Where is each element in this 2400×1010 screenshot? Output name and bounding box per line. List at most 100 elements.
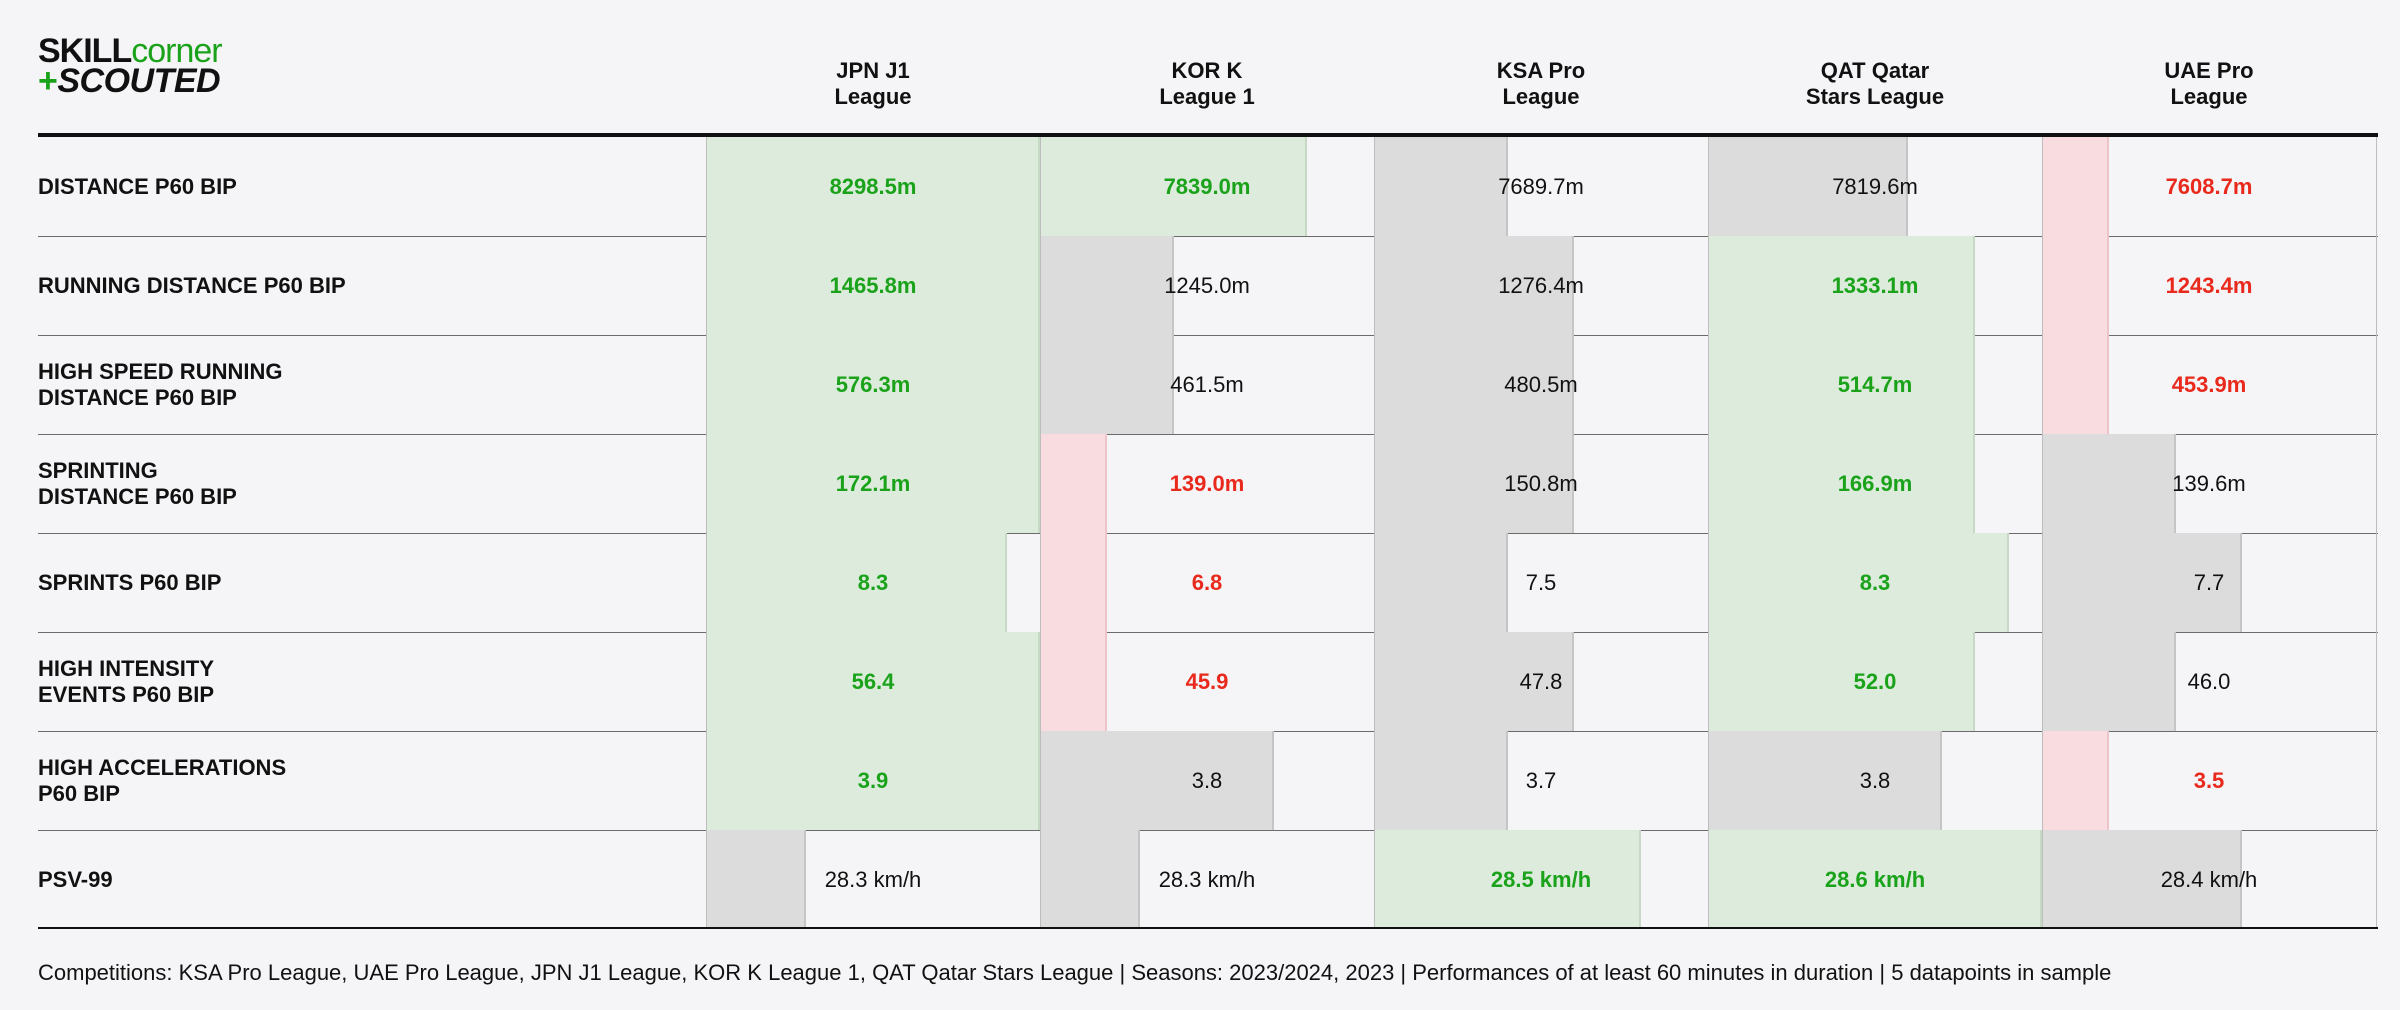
value-bar (1040, 137, 1307, 236)
cell-value: 7.5 (1525, 569, 1557, 595)
column-header-line: KSA Pro (1496, 58, 1586, 83)
footnote: Competitions: KSA Pro League, UAE Pro Le… (38, 960, 2112, 985)
cell-value: 150.8m (1504, 470, 1578, 496)
row-label-text: HIGH ACCELERATIONS P60 BIP (38, 755, 286, 807)
cell-value: 28.5 km/h (1490, 866, 1592, 892)
value-bar (1374, 434, 1574, 533)
row-label-line: PSV-99 (38, 866, 113, 892)
value-bar (1708, 137, 1908, 236)
column-divider (1374, 137, 1375, 929)
value-bar (1708, 434, 1975, 533)
cell-value: 3.9 (857, 767, 889, 793)
row-divider (38, 830, 2378, 831)
value-bar (1708, 533, 2009, 632)
value-bar (2042, 731, 2109, 830)
row-label: PSV-99 (38, 830, 678, 929)
cell-value: 480.5m (1504, 371, 1578, 397)
row-label-line: SPRINTING (38, 457, 158, 483)
logo-line-scouted: +SCOUTED (38, 62, 221, 100)
value-bar (1040, 533, 1107, 632)
cell-value: 1245.0m (1164, 272, 1250, 298)
row-label: HIGH SPEED RUNNING DISTANCE P60 BIP (38, 335, 678, 434)
cell-value: 166.9m (1837, 470, 1913, 496)
row-label-text: HIGH INTENSITY EVENTS P60 BIP (38, 656, 214, 708)
value-bar (2042, 434, 2176, 533)
cell-value: 1465.8m (829, 272, 917, 298)
cell-value: 3.8 (1859, 767, 1891, 793)
cell-value: 576.3m (835, 371, 911, 397)
cell-value: 7.7 (2193, 569, 2225, 595)
column-header: JPN J1 League (706, 58, 1040, 110)
row-label-text: SPRINTING DISTANCE P60 BIP (38, 458, 237, 510)
column-header: QAT Qatar Stars League (1708, 58, 2042, 110)
logo-line-skillcorner: SKILLcorner (38, 32, 223, 70)
cell-value: 3.8 (1191, 767, 1223, 793)
column-divider (2376, 137, 2377, 929)
value-bar (1374, 830, 1641, 929)
column-header-line: League 1 (1159, 84, 1255, 109)
value-bar (1374, 335, 1574, 434)
cell-value: 461.5m (1170, 371, 1244, 397)
value-bar (706, 137, 1040, 236)
row-divider (38, 434, 2378, 435)
row-divider (38, 335, 2378, 336)
row-label-text: PSV-99 (38, 867, 113, 893)
cell-value: 139.6m (2172, 470, 2246, 496)
row-divider (38, 632, 2378, 633)
value-bar (1708, 830, 2042, 929)
cell-value: 46.0 (2187, 668, 2231, 694)
value-bar (1374, 137, 1508, 236)
row-label-line: DISTANCE P60 BIP (38, 173, 237, 199)
skillcorner-scouted-logo: SKILLcorner +SCOUTED (38, 34, 238, 98)
cell-value: 28.3 km/h (824, 866, 922, 892)
value-bar (706, 632, 1040, 731)
cell-value: 45.9 (1185, 668, 1229, 694)
cell-value: 8.3 (857, 569, 889, 595)
cell-value: 7819.6m (1832, 173, 1918, 199)
cell-value: 514.7m (1837, 371, 1913, 397)
cell-value: 1243.4m (2165, 272, 2253, 298)
row-label: SPRINTING DISTANCE P60 BIP (38, 434, 678, 533)
cell-value: 7689.7m (1498, 173, 1584, 199)
row-label-text: HIGH SPEED RUNNING DISTANCE P60 BIP (38, 359, 282, 411)
row-label: RUNNING DISTANCE P60 BIP (38, 236, 678, 335)
cell-value: 3.5 (2193, 767, 2225, 793)
column-header-line: UAE Pro (2164, 58, 2254, 83)
row-label-line: HIGH INTENSITY (38, 655, 215, 681)
row-label-line: DISTANCE P60 BIP (38, 483, 237, 509)
row-label-text: RUNNING DISTANCE P60 BIP (38, 273, 346, 299)
row-label: HIGH ACCELERATIONS P60 BIP (38, 731, 678, 830)
row-label-line: EVENTS P60 BIP (38, 681, 215, 707)
row-label-line: SPRINTS P60 BIP (38, 569, 222, 595)
value-bar (1708, 236, 1975, 335)
value-bar (1708, 335, 1975, 434)
cell-value: 1333.1m (1831, 272, 1919, 298)
value-bar (2042, 236, 2109, 335)
column-header-line: League (1502, 84, 1580, 109)
value-bar (1040, 236, 1174, 335)
column-header-line: QAT Qatar (1820, 58, 1930, 83)
row-label-line: RUNNING DISTANCE P60 BIP (38, 272, 346, 298)
value-bar (1040, 335, 1174, 434)
header-rule (38, 133, 2378, 137)
value-bar (1374, 236, 1574, 335)
value-bar (706, 236, 1040, 335)
value-bar (2042, 335, 2109, 434)
column-header: KOR K League 1 (1040, 58, 1374, 110)
column-divider (706, 137, 707, 929)
cell-value: 6.8 (1191, 569, 1223, 595)
column-divider (1708, 137, 1709, 929)
value-bar (1040, 830, 1140, 929)
value-bar (1374, 731, 1508, 830)
row-divider (38, 533, 2378, 534)
row-label-text: SPRINTS P60 BIP (38, 570, 221, 596)
column-header-line: JPN J1 (836, 58, 910, 83)
row-label: SPRINTS P60 BIP (38, 533, 678, 632)
value-bar (706, 335, 1040, 434)
cell-value: 3.7 (1525, 767, 1557, 793)
cell-value: 28.3 km/h (1158, 866, 1256, 892)
column-header-line: League (2170, 84, 2248, 109)
value-bar (706, 533, 1007, 632)
value-bar (1374, 632, 1574, 731)
cell-value: 56.4 (851, 668, 895, 694)
